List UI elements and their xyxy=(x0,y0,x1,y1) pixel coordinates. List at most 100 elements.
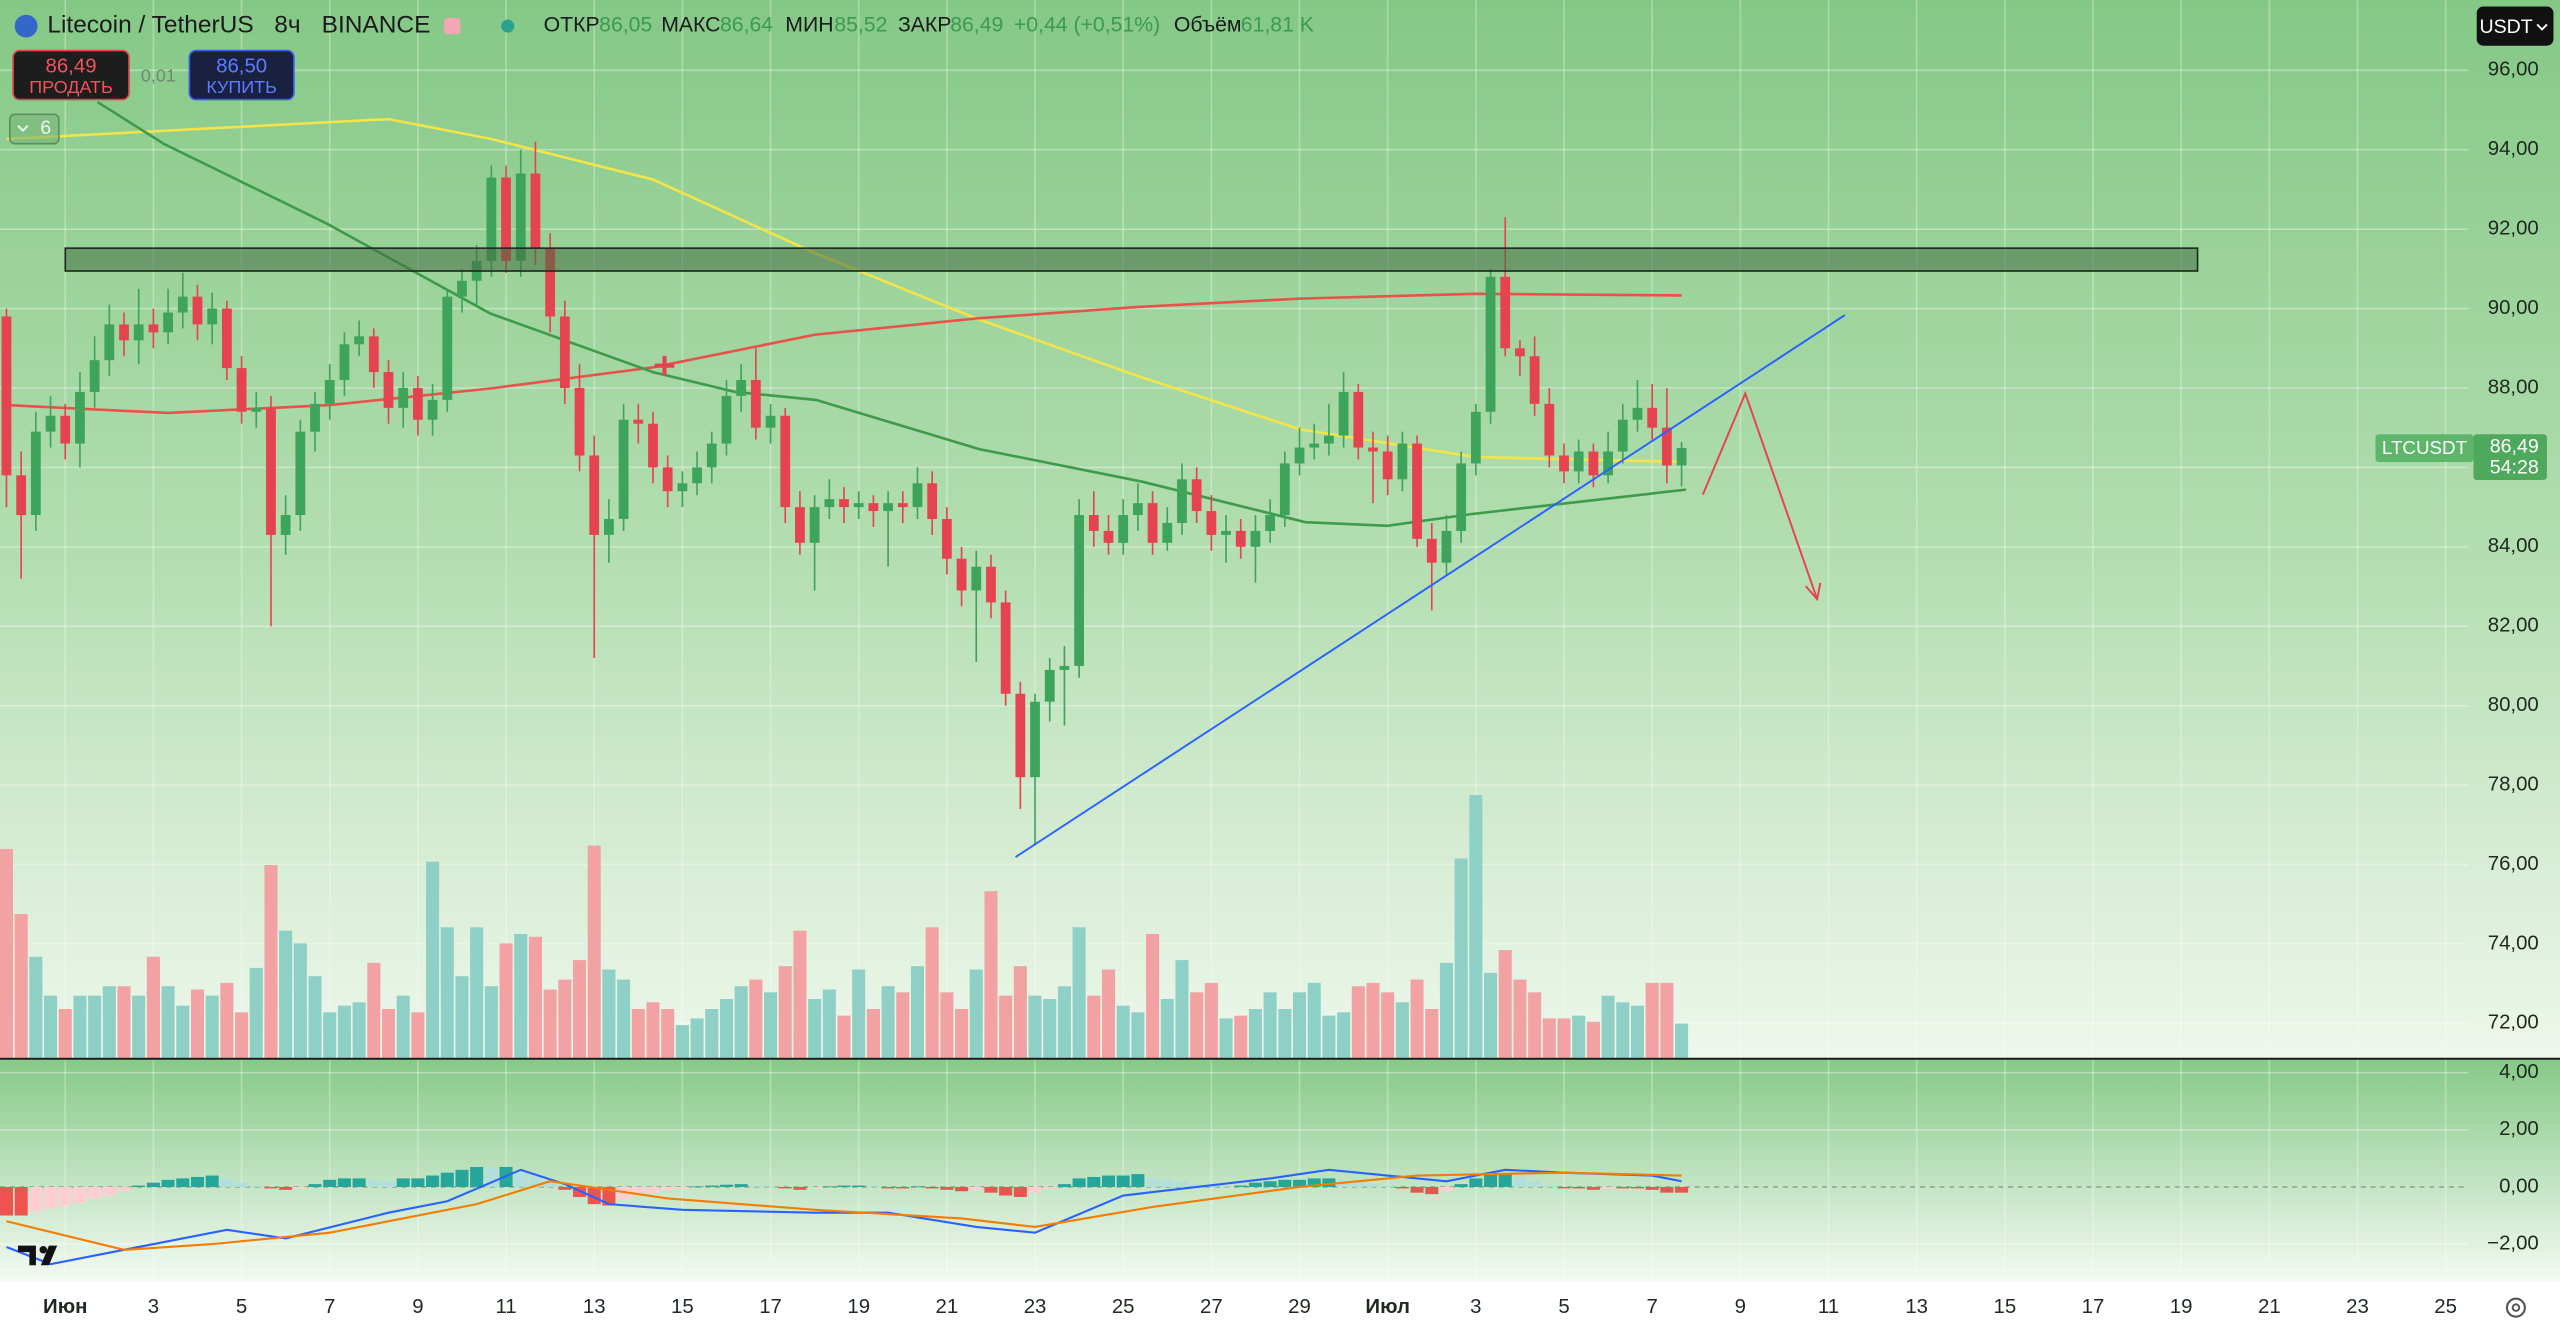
y-tick-label: 92,00 xyxy=(2488,218,2539,240)
currency-button[interactable]: USDT xyxy=(2476,6,2554,46)
buy-price[interactable]: 86,50 xyxy=(216,55,267,77)
drawings xyxy=(64,247,2199,858)
volume-bar xyxy=(1454,858,1468,1058)
candle-body xyxy=(1617,419,1628,452)
close-value: 86,49 xyxy=(950,14,1003,37)
macd-histogram-bar xyxy=(0,1186,13,1216)
macd-histogram-bar xyxy=(749,1185,763,1187)
candle-body xyxy=(310,403,320,432)
status-dot xyxy=(501,19,515,33)
buy-box[interactable] xyxy=(188,49,295,101)
macd-histogram-bar xyxy=(1307,1178,1321,1187)
currency-box[interactable] xyxy=(2476,6,2554,46)
indicators-count[interactable]: 6 xyxy=(40,117,51,139)
logo-part xyxy=(17,1245,36,1266)
candle-body xyxy=(1,316,12,476)
macd-pane-background xyxy=(0,1059,2560,1282)
volume-bar xyxy=(1528,992,1542,1058)
candle-body xyxy=(1456,463,1467,531)
macd-histogram-bar xyxy=(323,1179,337,1187)
volume-bar xyxy=(999,995,1013,1058)
candle-body xyxy=(251,407,262,412)
macd-histogram-bar xyxy=(1675,1186,1689,1193)
sell-label[interactable]: ПРОДАТЬ xyxy=(29,77,112,97)
gear-ring[interactable] xyxy=(2505,1297,2526,1318)
macd-histogram-bar xyxy=(1057,1184,1071,1187)
macd-histogram-bar xyxy=(705,1185,719,1187)
candle-body xyxy=(1294,447,1305,464)
y-tick-label: 74,00 xyxy=(2488,932,2539,954)
candle-body xyxy=(809,507,820,543)
volume-bar xyxy=(484,986,498,1058)
volume-bar xyxy=(1484,972,1498,1058)
currency[interactable]: USDT xyxy=(2479,16,2532,38)
buy-button[interactable]: 86,50 КУПИТЬ xyxy=(188,49,295,101)
candle-body xyxy=(662,467,673,492)
macd-histogram-bar xyxy=(955,1186,969,1192)
candle-body xyxy=(412,387,423,420)
macd-histogram-bar xyxy=(661,1186,675,1190)
y-tick-label: 80,00 xyxy=(2488,694,2539,716)
candle-body xyxy=(1661,427,1672,466)
candle-body xyxy=(1162,522,1173,543)
candle-body xyxy=(1044,669,1055,702)
macd-histogram-bar xyxy=(29,1186,43,1212)
volume-bar xyxy=(837,1015,851,1058)
volume-bar xyxy=(866,1008,880,1058)
volume-bar xyxy=(1660,982,1674,1058)
candle-body xyxy=(1324,435,1334,444)
volume-bar xyxy=(1572,1015,1586,1058)
macd-histogram-bar xyxy=(793,1186,807,1190)
x-tick-label: 5 xyxy=(236,1296,247,1318)
macd-histogram-bar xyxy=(631,1186,645,1196)
candle-body xyxy=(1515,348,1525,357)
macd-histogram-bar xyxy=(1131,1174,1145,1187)
x-tick-label: 9 xyxy=(412,1296,423,1318)
volume-bar xyxy=(381,1008,396,1058)
toggle-box[interactable] xyxy=(8,113,60,145)
sell-price[interactable]: 86,49 xyxy=(46,55,97,77)
macd-histogram-bar xyxy=(102,1186,116,1196)
x-tick-label: 25 xyxy=(1112,1296,1135,1318)
gear-center[interactable] xyxy=(2511,1303,2521,1312)
candle-body xyxy=(1353,391,1364,448)
macd-histogram-bar xyxy=(1513,1176,1527,1187)
candle-body xyxy=(280,515,291,535)
volume-bar xyxy=(1013,966,1027,1058)
macd-histogram-bar xyxy=(1043,1186,1057,1189)
volume-bar xyxy=(1204,982,1218,1058)
time-axis-background xyxy=(0,1281,2560,1324)
interval: 8ч xyxy=(274,12,300,39)
toggle-caret[interactable] xyxy=(17,125,29,132)
macd-histogram-bar xyxy=(455,1169,469,1187)
x-tick-label: 17 xyxy=(759,1296,782,1318)
volume-bar xyxy=(44,995,58,1058)
settings-icon[interactable] xyxy=(2505,1297,2526,1318)
macd-histogram-bar xyxy=(1101,1175,1116,1187)
volume-bar xyxy=(102,986,116,1058)
buy-label[interactable]: КУПИТЬ xyxy=(206,77,277,97)
volume-bar xyxy=(1263,992,1277,1058)
macd-histogram-bar xyxy=(778,1186,792,1189)
sell-box[interactable] xyxy=(12,49,130,101)
x-tick-label: 23 xyxy=(1024,1296,1047,1318)
symbol: Litecoin / TetherUS xyxy=(47,12,253,39)
macd-histogram-bar xyxy=(1630,1186,1645,1189)
candle-body xyxy=(839,499,849,508)
macd-histogram-bar xyxy=(381,1181,396,1187)
macd-histogram-bar xyxy=(264,1186,278,1189)
candle-body xyxy=(897,503,908,508)
indicators-toggle[interactable]: 6 xyxy=(8,113,60,145)
candle-body xyxy=(648,423,658,468)
macd-histogram-bar xyxy=(1028,1186,1042,1193)
candle-body xyxy=(1338,391,1349,436)
sell-button[interactable]: 86,49 ПРОДАТЬ xyxy=(12,49,130,101)
macd-histogram-bar xyxy=(969,1186,983,1190)
currency-caret[interactable] xyxy=(2536,23,2548,31)
volume-bar xyxy=(808,998,822,1058)
volume-bar xyxy=(1425,1008,1439,1058)
candle-body xyxy=(1177,479,1187,523)
candle-body xyxy=(706,443,717,468)
x-tick-label: 21 xyxy=(936,1296,959,1318)
